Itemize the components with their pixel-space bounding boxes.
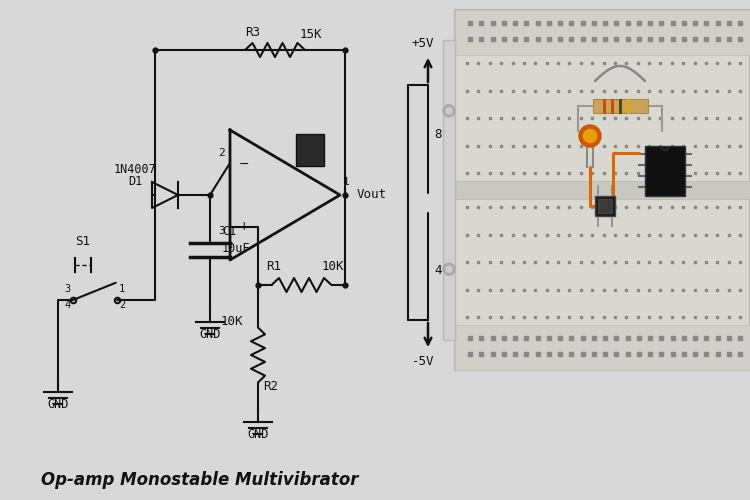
FancyBboxPatch shape xyxy=(296,134,324,166)
Bar xyxy=(455,10,750,370)
Text: $+$: $+$ xyxy=(238,220,250,234)
Circle shape xyxy=(584,130,596,142)
Circle shape xyxy=(579,125,601,147)
Text: R3: R3 xyxy=(245,26,260,39)
Text: R2: R2 xyxy=(263,380,278,393)
Bar xyxy=(443,40,455,340)
Text: S1: S1 xyxy=(75,235,90,248)
Text: 10K: 10K xyxy=(322,260,344,273)
Text: Op-amp Monostable Multivibrator: Op-amp Monostable Multivibrator xyxy=(41,471,358,489)
Circle shape xyxy=(446,108,452,114)
Text: 3: 3 xyxy=(64,284,71,294)
Text: -5V: -5V xyxy=(412,355,434,368)
Text: 8: 8 xyxy=(434,128,442,141)
Circle shape xyxy=(443,263,455,275)
Text: 1: 1 xyxy=(343,177,350,187)
Bar xyxy=(593,99,648,113)
Text: 3: 3 xyxy=(218,226,225,236)
Text: 10uF: 10uF xyxy=(222,242,251,255)
Bar xyxy=(455,325,750,370)
Circle shape xyxy=(446,266,452,272)
Text: GND: GND xyxy=(47,398,69,411)
Bar xyxy=(598,199,612,213)
Bar xyxy=(595,196,615,216)
Text: GND: GND xyxy=(248,428,268,441)
Text: 1N4007: 1N4007 xyxy=(114,163,156,176)
Text: 15K: 15K xyxy=(300,28,322,41)
Text: +5V: +5V xyxy=(412,37,434,50)
Circle shape xyxy=(443,105,455,117)
Text: 4: 4 xyxy=(434,264,442,276)
Text: 1: 1 xyxy=(119,284,125,294)
Bar xyxy=(455,10,750,55)
Bar xyxy=(645,146,685,196)
Text: D1: D1 xyxy=(128,175,142,188)
Text: Vout: Vout xyxy=(357,188,387,202)
Text: 2: 2 xyxy=(218,148,225,158)
Text: C1: C1 xyxy=(222,225,236,238)
Text: 4: 4 xyxy=(64,300,71,310)
Bar xyxy=(455,181,750,199)
Text: GND: GND xyxy=(200,328,220,341)
Text: R1: R1 xyxy=(266,260,281,273)
Text: 10K: 10K xyxy=(220,315,243,328)
Text: $-$: $-$ xyxy=(238,156,250,170)
Text: 2: 2 xyxy=(119,300,125,310)
